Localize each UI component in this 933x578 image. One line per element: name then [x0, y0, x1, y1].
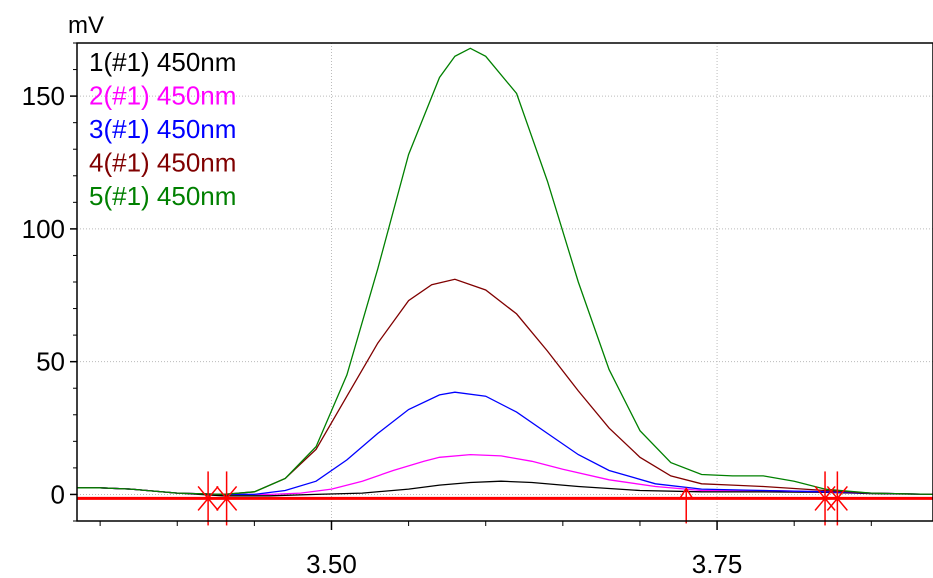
- series-line-3: [77, 391, 933, 496]
- y-axis: 0 50 100 150: [22, 42, 77, 522]
- y-tick-label: 50: [36, 347, 65, 377]
- y-tick-label: 150: [22, 81, 65, 111]
- series-line-4: [77, 278, 933, 496]
- arrow-head: [678, 487, 694, 500]
- legend-entry-2: 2(#1) 450nm: [89, 81, 236, 111]
- peak-marker-arrow: [678, 487, 694, 524]
- legend-entry-4: 4(#1) 450nm: [89, 148, 236, 178]
- x-axis: 3.50 3.75: [99, 521, 872, 578]
- series-line-5: [77, 47, 933, 496]
- y-axis-unit-label: mV: [68, 12, 104, 39]
- peak-marker-star: [814, 471, 836, 526]
- legend-entry-3: 3(#1) 450nm: [89, 114, 236, 144]
- y-tick-label: 100: [22, 214, 65, 244]
- peak-marker-star: [216, 471, 238, 526]
- peak-marker-star: [826, 471, 848, 526]
- legend-entry-1: 1(#1) 450nm: [89, 47, 236, 77]
- legend-entry-5: 5(#1) 450nm: [89, 181, 236, 211]
- x-tick-label: 3.75: [692, 549, 743, 578]
- y-tick-label: 0: [51, 479, 65, 509]
- marker-layer: [197, 471, 848, 526]
- series-line-2: [77, 453, 933, 496]
- x-tick-label: 3.50: [306, 549, 357, 578]
- peak-marker-star: [197, 471, 219, 526]
